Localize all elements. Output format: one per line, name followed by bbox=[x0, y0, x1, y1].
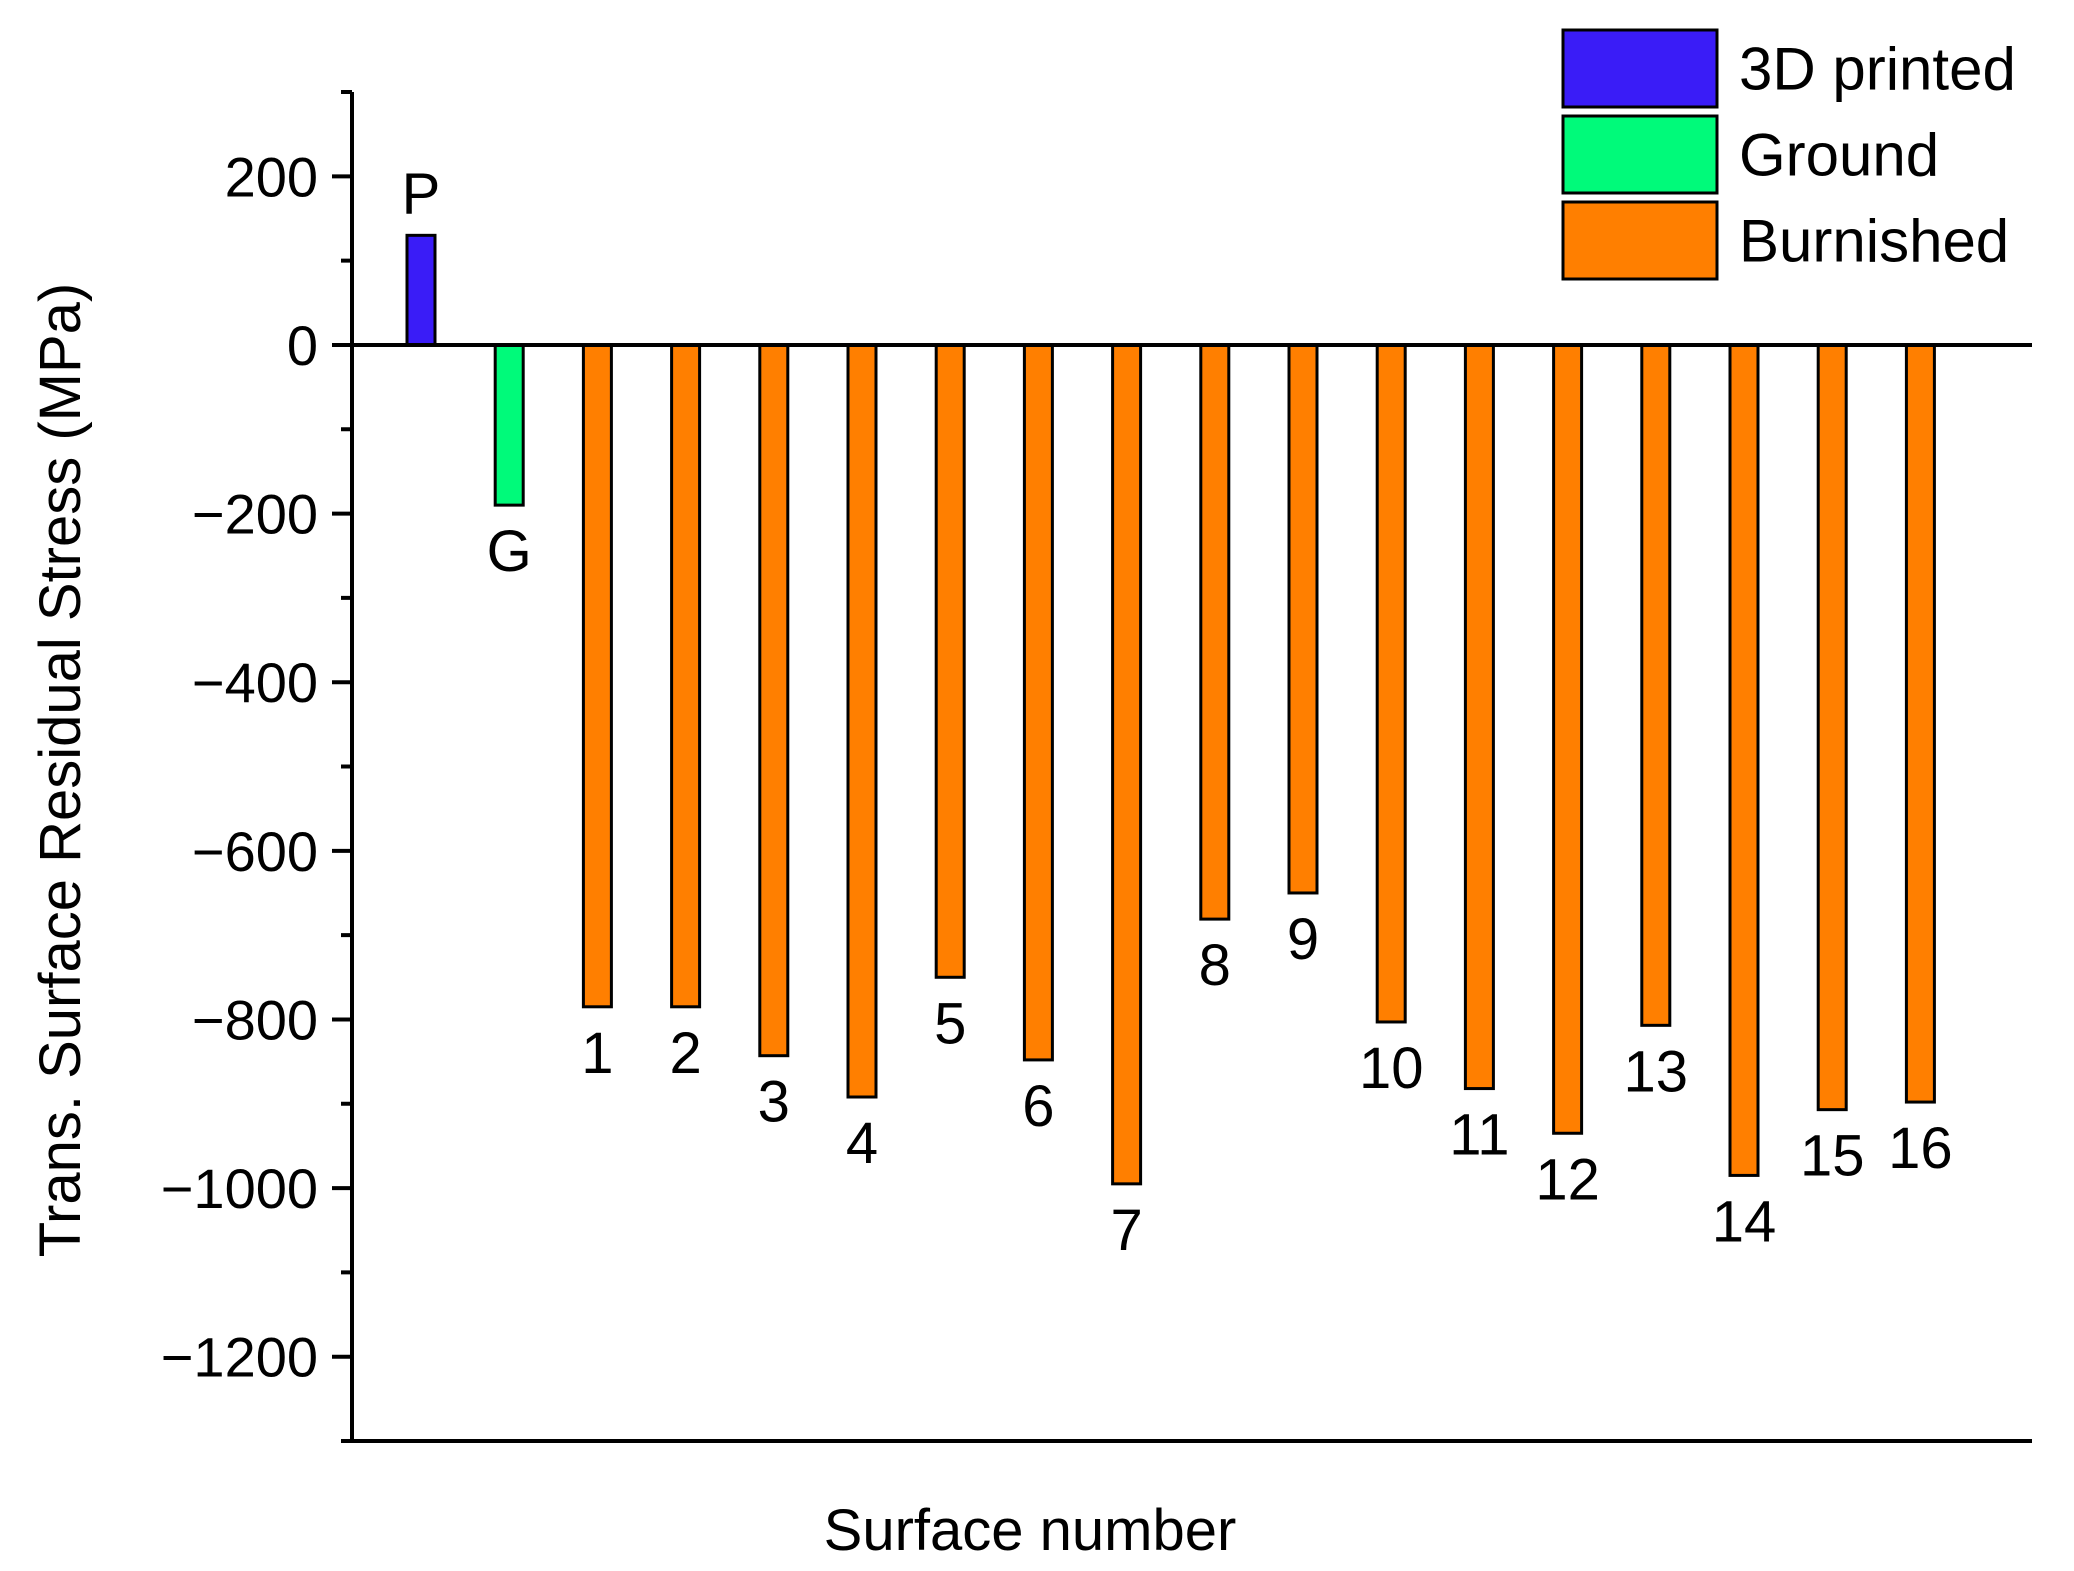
bar-10 bbox=[1375, 343, 1407, 1024]
bar-7 bbox=[1111, 343, 1143, 1186]
bar-label-5: 5 bbox=[934, 991, 966, 1056]
bar-label-2: 2 bbox=[669, 1021, 701, 1086]
bar-label-11: 11 bbox=[1449, 1103, 1509, 1168]
bar-label-6: 6 bbox=[1022, 1074, 1054, 1139]
bar-4 bbox=[846, 343, 878, 1099]
bar-label-15: 15 bbox=[1800, 1124, 1865, 1189]
bar-label-P: P bbox=[402, 161, 441, 226]
y-tick-label: −1000 bbox=[161, 1157, 318, 1220]
bar-5 bbox=[934, 343, 966, 979]
y-tick-label: 0 bbox=[287, 314, 318, 377]
bar-14 bbox=[1728, 343, 1760, 1177]
bar-label-14: 14 bbox=[1712, 1189, 1777, 1254]
bar-13 bbox=[1640, 343, 1672, 1027]
bar-label-4: 4 bbox=[846, 1111, 878, 1176]
bar-3 bbox=[758, 343, 790, 1058]
bar-G bbox=[493, 343, 525, 507]
bar-label-3: 3 bbox=[758, 1070, 790, 1135]
bar-2 bbox=[670, 343, 702, 1009]
y-tick-label: −400 bbox=[192, 651, 318, 714]
bar-16 bbox=[1904, 343, 1936, 1104]
y-tick-label: −800 bbox=[192, 988, 318, 1051]
bar-label-16: 16 bbox=[1888, 1116, 1953, 1181]
y-tick-label: 200 bbox=[225, 145, 318, 208]
bar-label-10: 10 bbox=[1359, 1036, 1424, 1101]
bar-label-1: 1 bbox=[581, 1021, 613, 1086]
x-axis-title: Surface number bbox=[824, 1498, 1237, 1563]
y-tick-label: −600 bbox=[192, 820, 318, 883]
y-tick-label: −200 bbox=[192, 483, 318, 546]
bar-15 bbox=[1816, 343, 1848, 1112]
legend-label: Ground bbox=[1739, 122, 1939, 189]
bar-6 bbox=[1022, 343, 1054, 1062]
bar-label-13: 13 bbox=[1624, 1039, 1689, 1104]
legend-label: Burnished bbox=[1739, 208, 2009, 275]
bar-label-7: 7 bbox=[1110, 1198, 1142, 1263]
legend-swatch-ground bbox=[1561, 114, 1719, 195]
bar-8 bbox=[1199, 343, 1231, 921]
legend-swatch-3d-printed bbox=[1561, 28, 1719, 109]
bar-label-8: 8 bbox=[1199, 933, 1231, 998]
legend: 3D printed Ground Burnished bbox=[1561, 28, 2016, 281]
bar-P bbox=[405, 233, 437, 347]
bar-label-G: G bbox=[487, 519, 532, 584]
bar-label-12: 12 bbox=[1535, 1147, 1600, 1212]
bars-layer bbox=[405, 233, 1936, 1186]
bar-12 bbox=[1552, 343, 1584, 1135]
legend-swatch-burnished bbox=[1561, 200, 1719, 281]
bar-11 bbox=[1463, 343, 1495, 1091]
y-axis-title: Trans. Surface Residual Stress (MPa) bbox=[28, 283, 93, 1258]
y-tick-label: −1200 bbox=[161, 1326, 318, 1389]
bar-9 bbox=[1287, 343, 1319, 895]
bar-1 bbox=[581, 343, 613, 1009]
bar-label-9: 9 bbox=[1287, 907, 1319, 972]
legend-label: 3D printed bbox=[1739, 36, 2016, 103]
axes-layer: 200 0 −200 −400 −600 −800 −1000 −1200 bbox=[161, 90, 2032, 1443]
